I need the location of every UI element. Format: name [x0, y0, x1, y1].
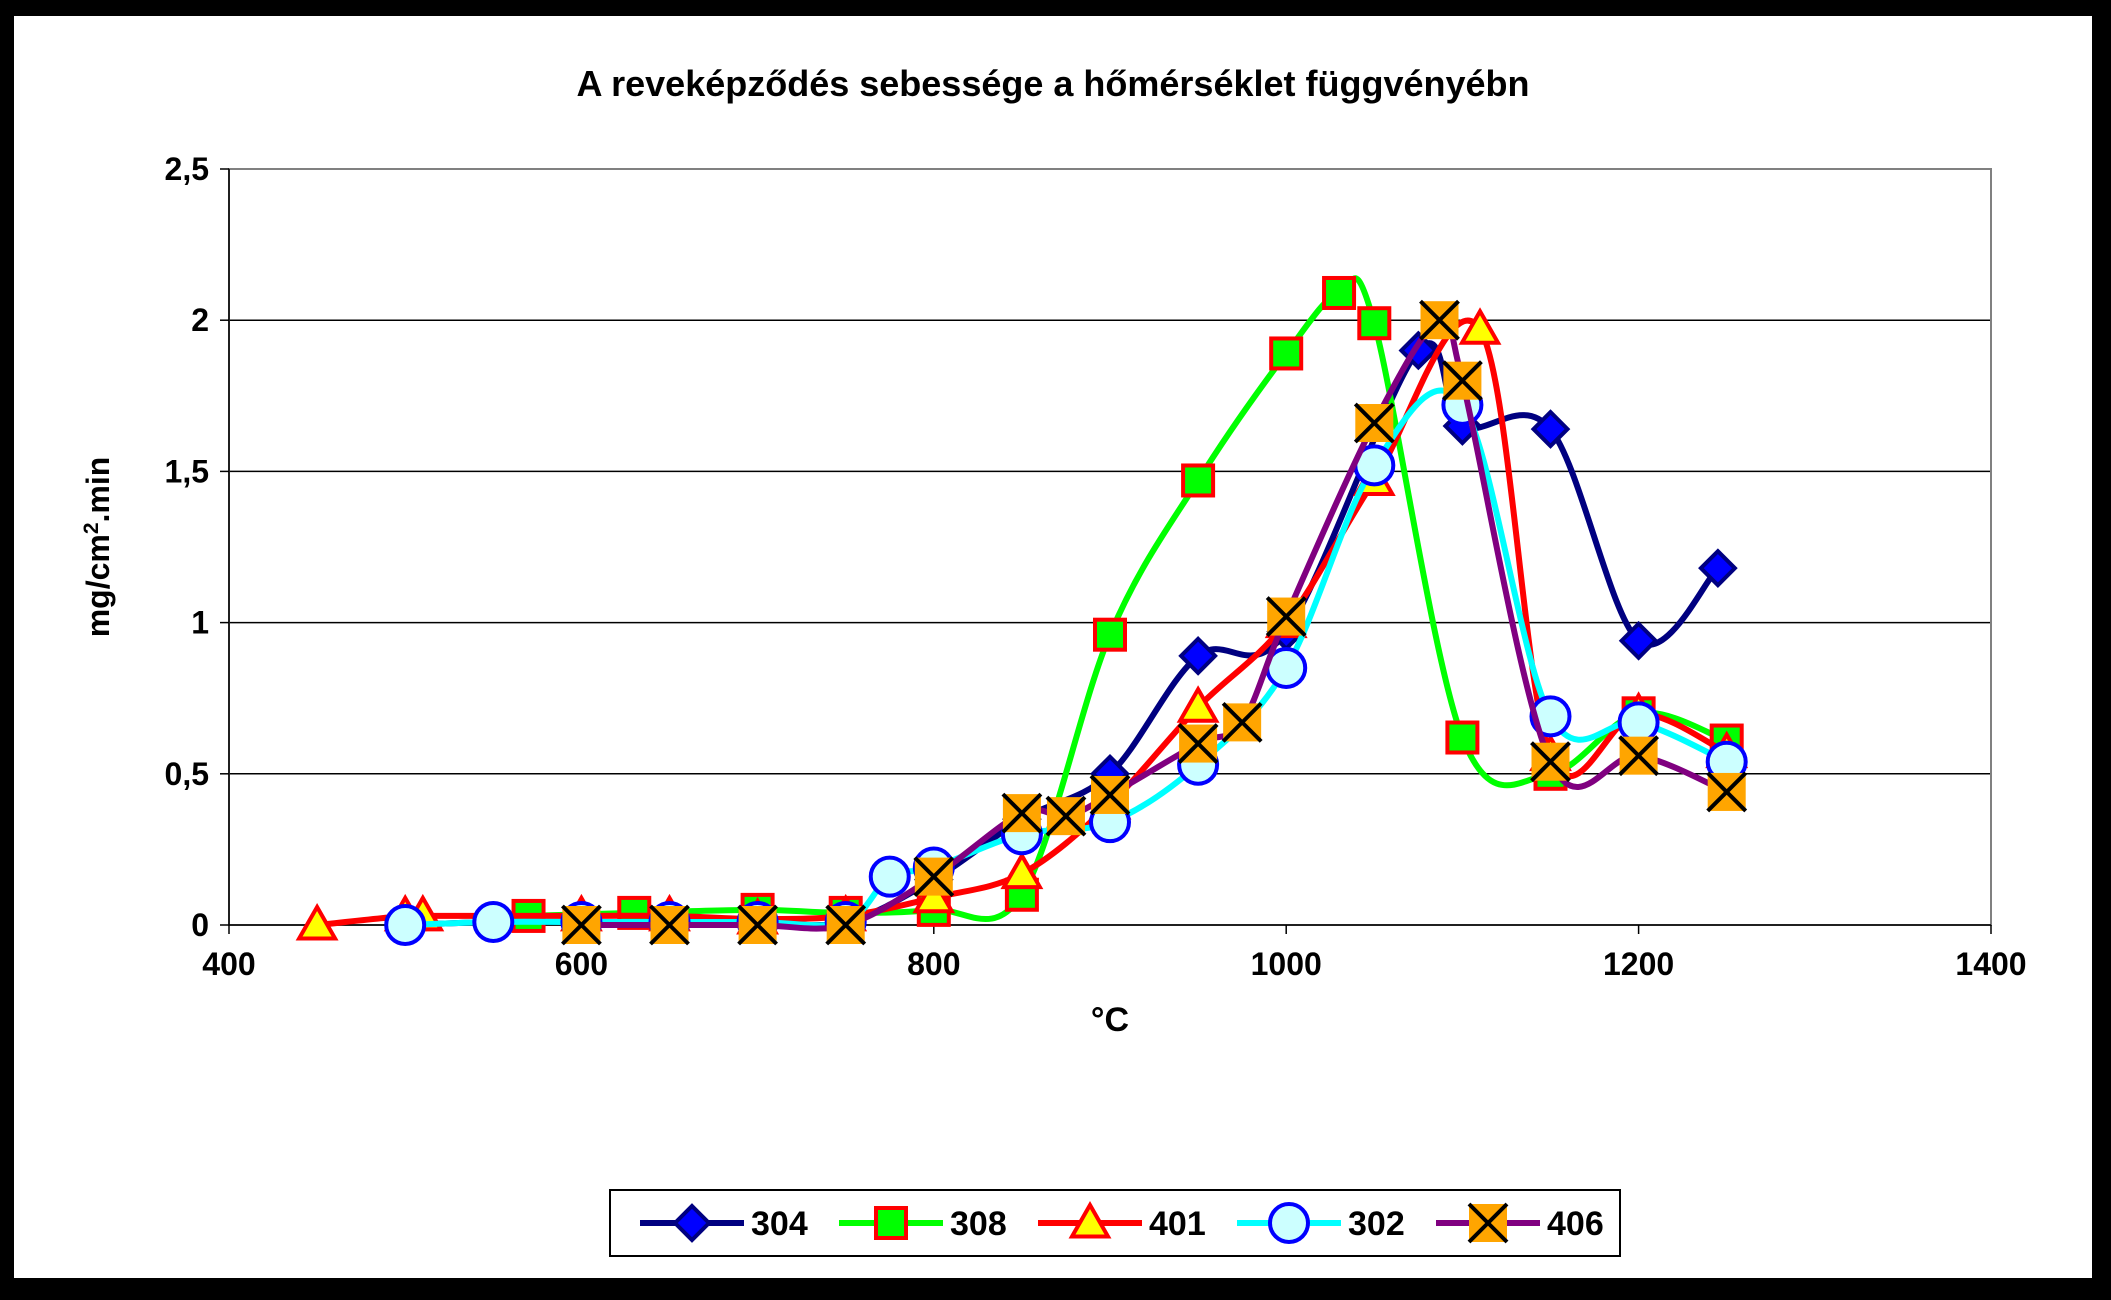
x-tick-label: 1400 — [1955, 946, 2026, 982]
data-point-406-stroke-b — [560, 904, 602, 946]
legend-marker-401 — [1068, 1200, 1112, 1239]
series-302 — [384, 383, 1748, 946]
legend-marker-406 — [1467, 1202, 1509, 1244]
data-point-406 — [1001, 792, 1043, 834]
data-point-308 — [1445, 720, 1480, 755]
legend-label-401: 401 — [1149, 1205, 1206, 1243]
data-point-304 — [1530, 409, 1571, 449]
y-axis-label: mg/cm2.min — [80, 457, 117, 638]
x-tick-label: 1200 — [1603, 946, 1674, 982]
data-point-302 — [384, 904, 427, 946]
y-tick-label: 2 — [191, 302, 209, 338]
legend-label-302: 302 — [1348, 1205, 1405, 1243]
data-point-406-stroke-b — [1706, 771, 1748, 813]
data-point-302 — [1529, 695, 1572, 738]
x-tick-label: 1000 — [1251, 946, 1322, 982]
grid-lines — [229, 319, 1991, 775]
data-point-406 — [1353, 402, 1395, 444]
data-point-401 — [295, 902, 339, 941]
data-point-406-stroke-b — [1177, 723, 1219, 764]
series-line-304 — [405, 340, 1721, 929]
data-point-406-stroke-b — [737, 904, 779, 946]
legend-marker-406-stroke-b — [1467, 1202, 1509, 1244]
data-point-302 — [868, 855, 911, 898]
data-point-406-stroke-b — [1221, 701, 1263, 743]
legend-label-406: 406 — [1547, 1205, 1604, 1243]
x-tick-label: 800 — [907, 946, 960, 982]
y-axis: 0 0,5 1 1,5 2 2,5 — [165, 151, 230, 943]
data-point-401 — [1176, 685, 1220, 723]
y-tick-label: 0,5 — [165, 756, 209, 792]
data-point-406 — [1221, 701, 1263, 743]
data-point-406-stroke-b — [1419, 299, 1460, 341]
y-axis-label-tail: .min — [80, 457, 116, 523]
chart-title: A reveképződés sebessége a hőmérséklet f… — [576, 63, 1529, 104]
legend-item-302: 302 — [1237, 1202, 1405, 1244]
legend-item-308: 308 — [839, 1205, 1007, 1243]
data-point-406 — [1089, 774, 1131, 816]
legend-item-401: 401 — [1038, 1200, 1206, 1243]
legend-marker-304 — [672, 1203, 712, 1243]
y-tick-label: 1,5 — [165, 453, 209, 489]
y-tick-label: 1 — [191, 605, 209, 641]
data-point-406 — [737, 904, 779, 946]
legend-marker-302 — [1268, 1202, 1310, 1244]
data-point-308 — [1181, 463, 1216, 498]
data-point-302 — [1617, 701, 1660, 744]
data-point-401 — [1458, 307, 1502, 345]
data-point-406 — [1265, 596, 1307, 637]
data-point-406 — [560, 904, 602, 946]
x-tick-label: 600 — [555, 946, 608, 982]
data-point-406-stroke-b — [1265, 596, 1307, 637]
legend: 304 308 401 302 406 — [609, 1189, 1621, 1257]
data-point-304 — [1618, 620, 1659, 661]
data-point-302 — [472, 900, 515, 943]
data-point-406-stroke-b — [825, 904, 867, 946]
data-point-406 — [1419, 299, 1460, 341]
data-point-406 — [1441, 360, 1483, 402]
y-axis-label-superscript: 2 — [80, 522, 103, 534]
data-point-406-stroke-b — [1618, 735, 1660, 777]
data-point-406 — [913, 856, 955, 898]
x-axis-label: °C — [1091, 1001, 1129, 1039]
legend-label-304: 304 — [751, 1205, 808, 1243]
legend-label-308: 308 — [950, 1205, 1007, 1243]
data-point-406-stroke-b — [649, 904, 690, 946]
data-point-308 — [1357, 306, 1392, 341]
data-point-308 — [1093, 617, 1127, 652]
data-point-308 — [1322, 275, 1357, 310]
y-tick-label: 2,5 — [165, 151, 209, 187]
chart-area: A reveképződés sebessége a hőmérséklet f… — [14, 16, 2092, 1278]
data-point-406-stroke-b — [913, 856, 955, 898]
data-point-406-stroke-b — [1353, 402, 1395, 444]
legend-marker-308 — [874, 1206, 908, 1240]
data-point-304 — [1178, 636, 1218, 676]
data-point-406 — [1706, 771, 1748, 813]
legend-item-304: 304 — [640, 1203, 808, 1243]
data-point-406 — [649, 904, 690, 946]
chart-svg: A reveképződés sebessége a hőmérséklet f… — [80, 63, 2027, 1257]
x-tick-label: 400 — [202, 946, 255, 982]
data-point-401 — [1000, 851, 1044, 890]
y-axis-label-base: mg/cm — [80, 534, 116, 637]
legend-item-406: 406 — [1436, 1202, 1604, 1244]
data-point-406-stroke-b — [1089, 774, 1131, 816]
series-406 — [560, 299, 1748, 946]
data-point-406 — [1177, 723, 1219, 764]
data-point-304 — [1698, 548, 1738, 588]
data-point-308 — [1269, 336, 1304, 371]
data-point-406-stroke-b — [1045, 795, 1087, 837]
data-point-406 — [1618, 735, 1660, 777]
data-point-406 — [1045, 795, 1087, 837]
data-point-406 — [825, 904, 867, 946]
data-point-406-stroke-b — [1001, 792, 1043, 834]
y-tick-label: 0 — [191, 907, 209, 943]
data-point-406-stroke-b — [1441, 360, 1483, 402]
data-point-406 — [1530, 741, 1571, 783]
series-group — [295, 275, 1749, 946]
data-point-406-stroke-b — [1530, 741, 1571, 783]
